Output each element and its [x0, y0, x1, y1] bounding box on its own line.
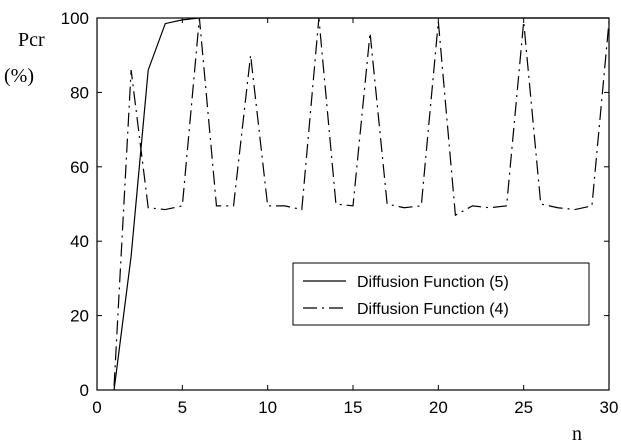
x-tick-label: 10 — [258, 398, 277, 417]
legend-box — [292, 262, 590, 326]
series-line-diffusion-5 — [113, 17, 609, 391]
y-tick-label: 20 — [70, 307, 89, 326]
y-tick-label: 60 — [70, 158, 89, 177]
x-tick-label: 20 — [429, 398, 448, 417]
y-tick-label: 40 — [70, 232, 89, 251]
legend-label-diffusion-5: Diffusion Function (5) — [357, 274, 509, 291]
x-tick-label: 5 — [178, 398, 187, 417]
x-tick-label: 25 — [514, 398, 533, 417]
y-tick-label: 100 — [61, 9, 89, 28]
legend: Diffusion Function (5) Diffusion Functio… — [292, 262, 590, 326]
y-tick-label: 80 — [70, 83, 89, 102]
x-tick-label: 30 — [600, 398, 619, 417]
legend-label-diffusion-4: Diffusion Function (4) — [357, 301, 509, 318]
x-tick-label: 15 — [344, 398, 363, 417]
y-axis-label: Pcr — [18, 29, 45, 51]
series-line-diffusion-4 — [113, 17, 610, 387]
y-axis-unit: (%) — [4, 65, 34, 87]
x-tick-label: 0 — [92, 398, 101, 417]
axis-ticks: 0 5 10 15 20 25 30 0 20 40 60 80 100 — [61, 9, 619, 417]
x-axis-label: n — [572, 423, 582, 444]
y-tick-label: 0 — [80, 381, 89, 400]
series-lines — [113, 17, 610, 391]
